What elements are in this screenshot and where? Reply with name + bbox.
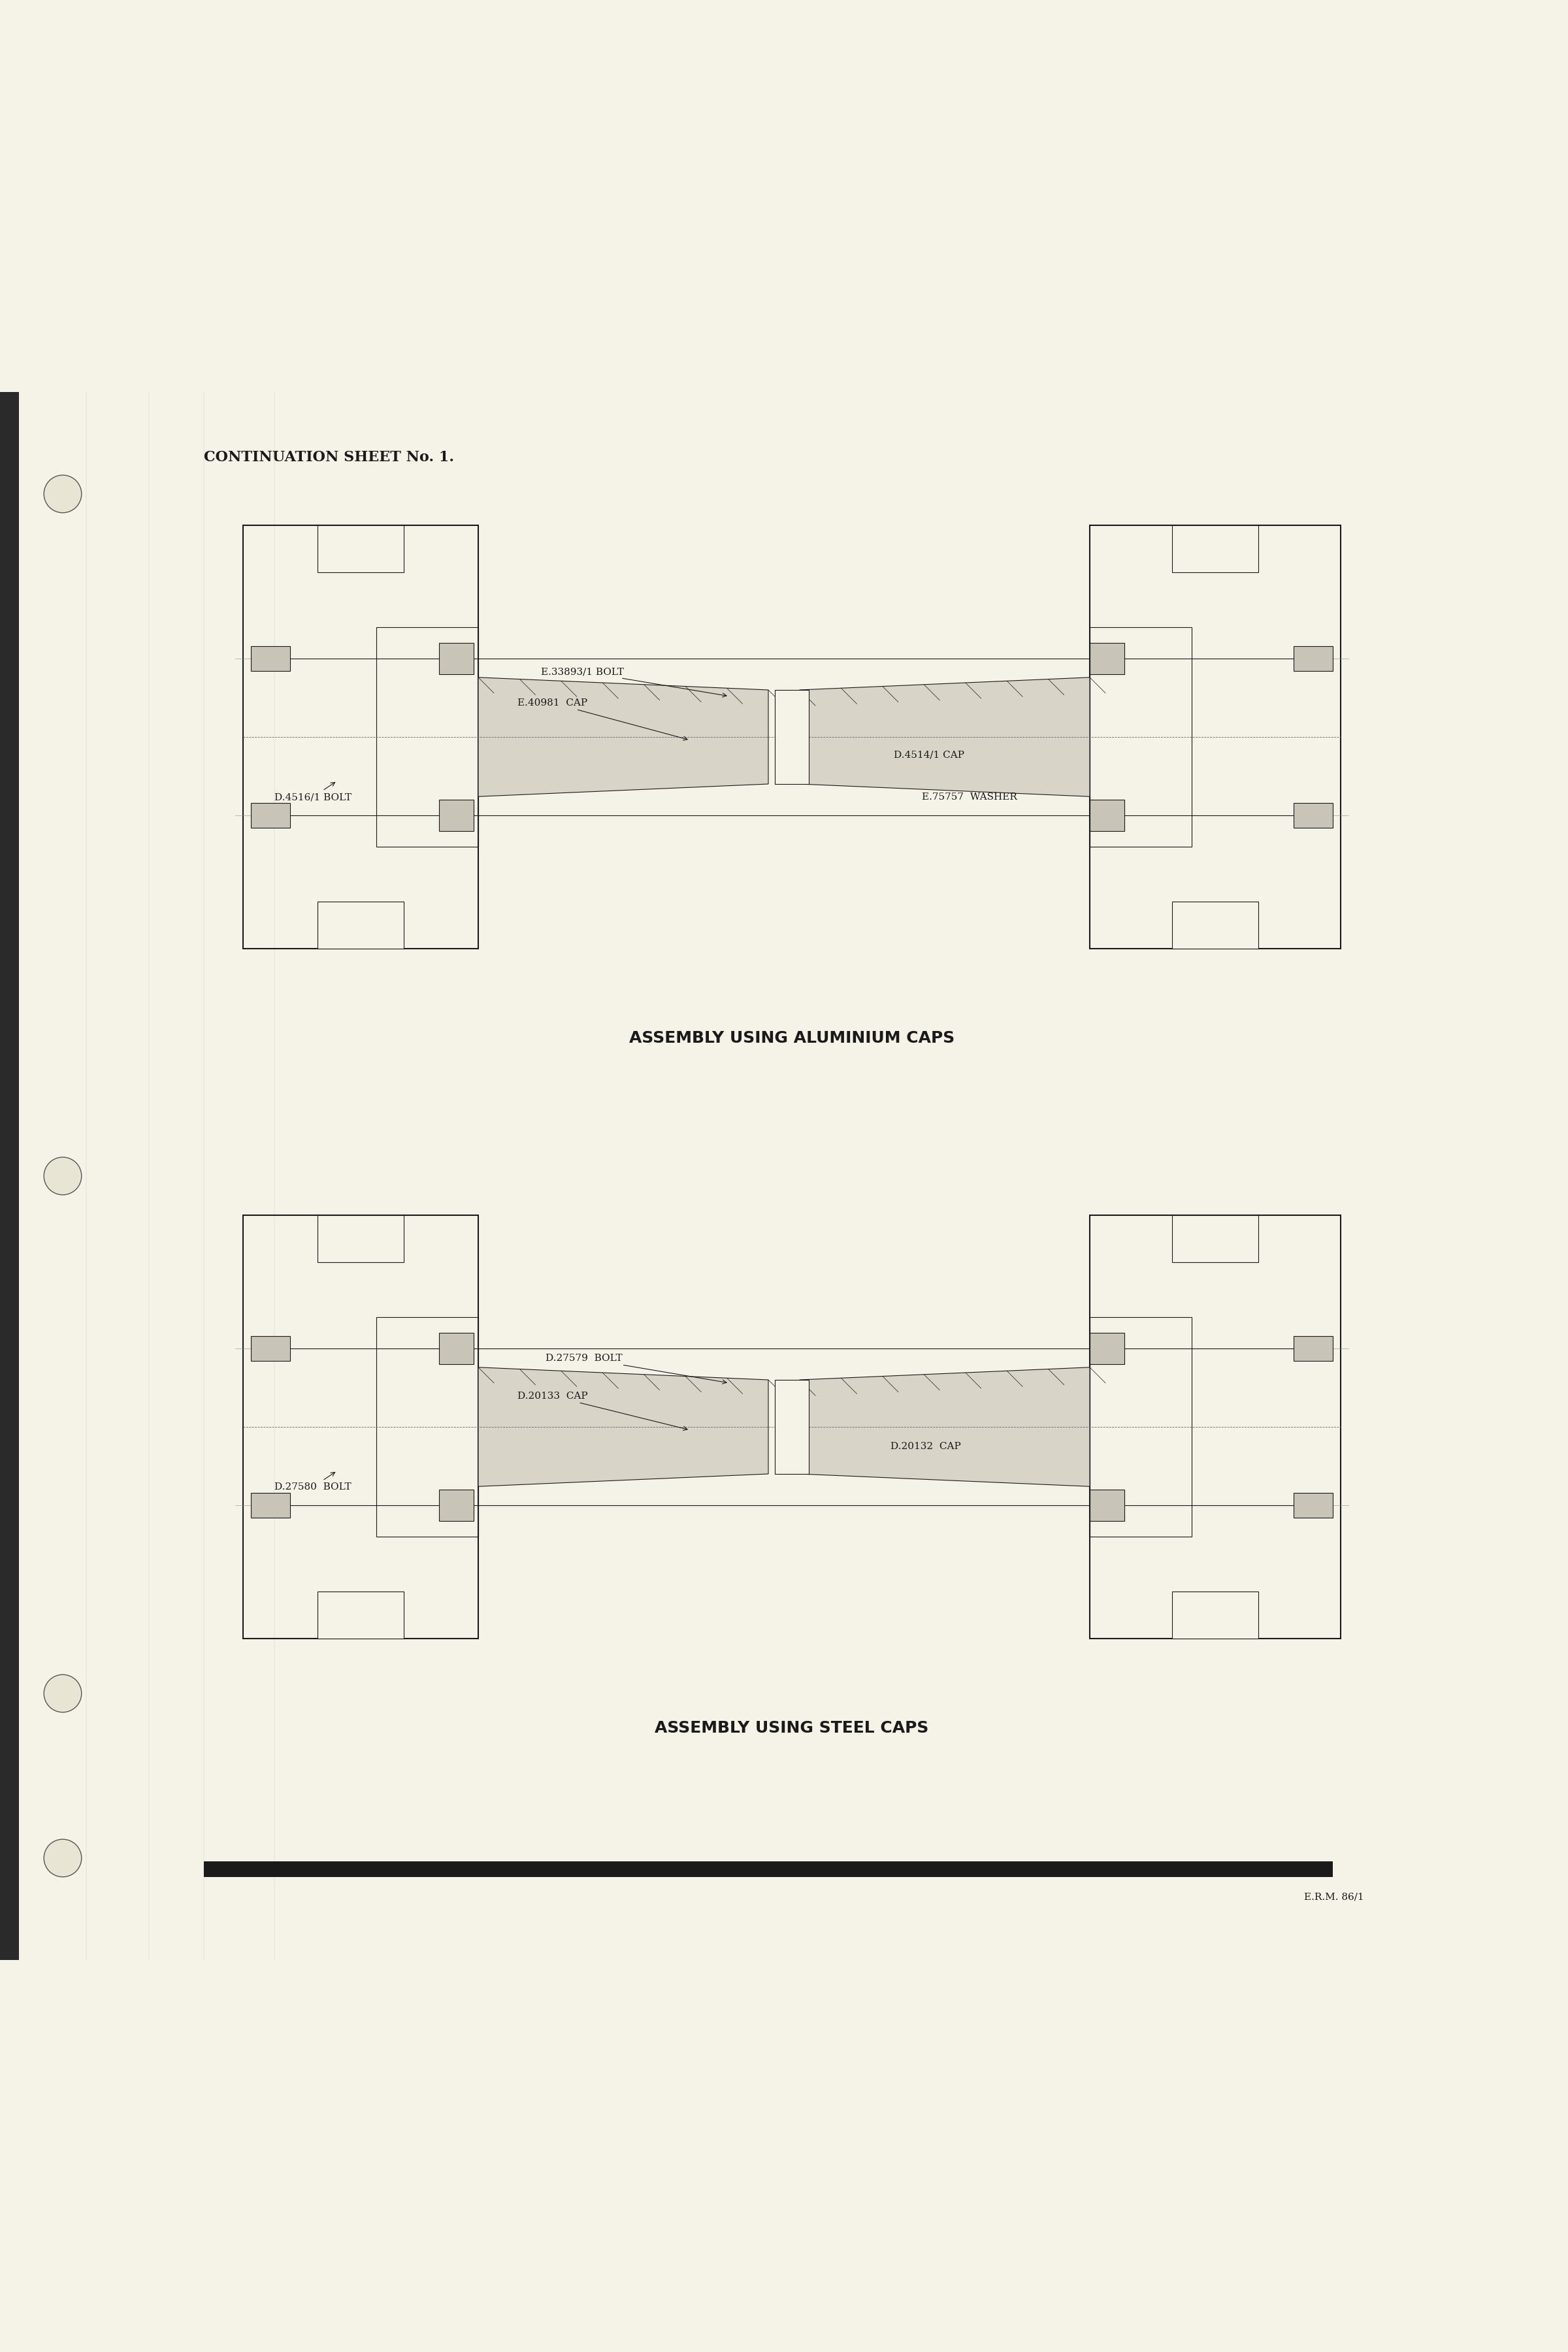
Bar — [1090, 1317, 1192, 1536]
Bar — [243, 1216, 478, 1639]
Text: CONTINUATION SHEET No. 1.: CONTINUATION SHEET No. 1. — [204, 449, 455, 463]
Bar — [1090, 642, 1124, 675]
Text: D.4516/1 BOLT: D.4516/1 BOLT — [274, 783, 351, 802]
Bar — [439, 1489, 474, 1522]
Bar — [1090, 800, 1124, 830]
Bar — [439, 1334, 474, 1364]
Bar — [1171, 901, 1259, 948]
Bar — [0, 393, 19, 1959]
Bar — [318, 524, 405, 572]
Bar — [318, 1592, 405, 1639]
Bar — [251, 1336, 290, 1362]
Bar — [251, 802, 290, 828]
Bar — [1171, 1216, 1259, 1263]
Bar — [439, 642, 474, 675]
Bar — [1090, 1489, 1124, 1522]
Bar — [1090, 524, 1341, 948]
Text: E.40981  CAP: E.40981 CAP — [517, 699, 687, 741]
Bar — [1294, 1494, 1333, 1517]
Bar — [318, 1592, 405, 1639]
Text: E.R.M. 86/1: E.R.M. 86/1 — [1305, 1893, 1364, 1903]
Bar — [1171, 901, 1259, 948]
Circle shape — [44, 475, 82, 513]
Text: ASSEMBLY USING ALUMINIUM CAPS: ASSEMBLY USING ALUMINIUM CAPS — [629, 1030, 955, 1047]
Text: D.27580  BOLT: D.27580 BOLT — [274, 1472, 351, 1491]
Polygon shape — [478, 1367, 768, 1486]
Bar — [775, 689, 809, 783]
Circle shape — [44, 1157, 82, 1195]
Text: D.20133  CAP: D.20133 CAP — [517, 1392, 687, 1430]
Bar — [318, 524, 405, 572]
Circle shape — [44, 1839, 82, 1877]
Text: D.20132  CAP: D.20132 CAP — [891, 1442, 961, 1451]
Bar — [1090, 628, 1192, 847]
Bar — [251, 1494, 290, 1517]
Bar — [1090, 1216, 1341, 1639]
Bar — [376, 1317, 478, 1536]
Bar — [1171, 1216, 1259, 1263]
Text: E.75757  WASHER: E.75757 WASHER — [922, 793, 1018, 802]
Bar — [1294, 647, 1333, 670]
Bar — [251, 647, 290, 670]
Text: E.33893/1 BOLT: E.33893/1 BOLT — [541, 668, 726, 696]
Bar — [376, 628, 478, 847]
Polygon shape — [478, 677, 768, 797]
Bar — [439, 800, 474, 830]
Bar — [1171, 524, 1259, 572]
Bar — [1171, 1592, 1259, 1639]
Circle shape — [44, 1675, 82, 1712]
Bar — [318, 901, 405, 948]
Text: D.27579  BOLT: D.27579 BOLT — [546, 1355, 726, 1383]
Bar — [775, 1381, 809, 1475]
Text: ASSEMBLY USING STEEL CAPS: ASSEMBLY USING STEEL CAPS — [655, 1719, 928, 1736]
Bar — [318, 1216, 405, 1263]
Polygon shape — [800, 1367, 1090, 1486]
Bar — [318, 901, 405, 948]
Bar — [1294, 1336, 1333, 1362]
Bar — [1171, 524, 1259, 572]
Bar — [1090, 1334, 1124, 1364]
Text: D.4514/1 CAP: D.4514/1 CAP — [894, 750, 964, 760]
Bar — [1171, 1592, 1259, 1639]
Bar — [204, 1860, 1333, 1877]
Polygon shape — [800, 677, 1090, 797]
Bar — [243, 524, 478, 948]
Bar — [1294, 802, 1333, 828]
Bar — [318, 1216, 405, 1263]
